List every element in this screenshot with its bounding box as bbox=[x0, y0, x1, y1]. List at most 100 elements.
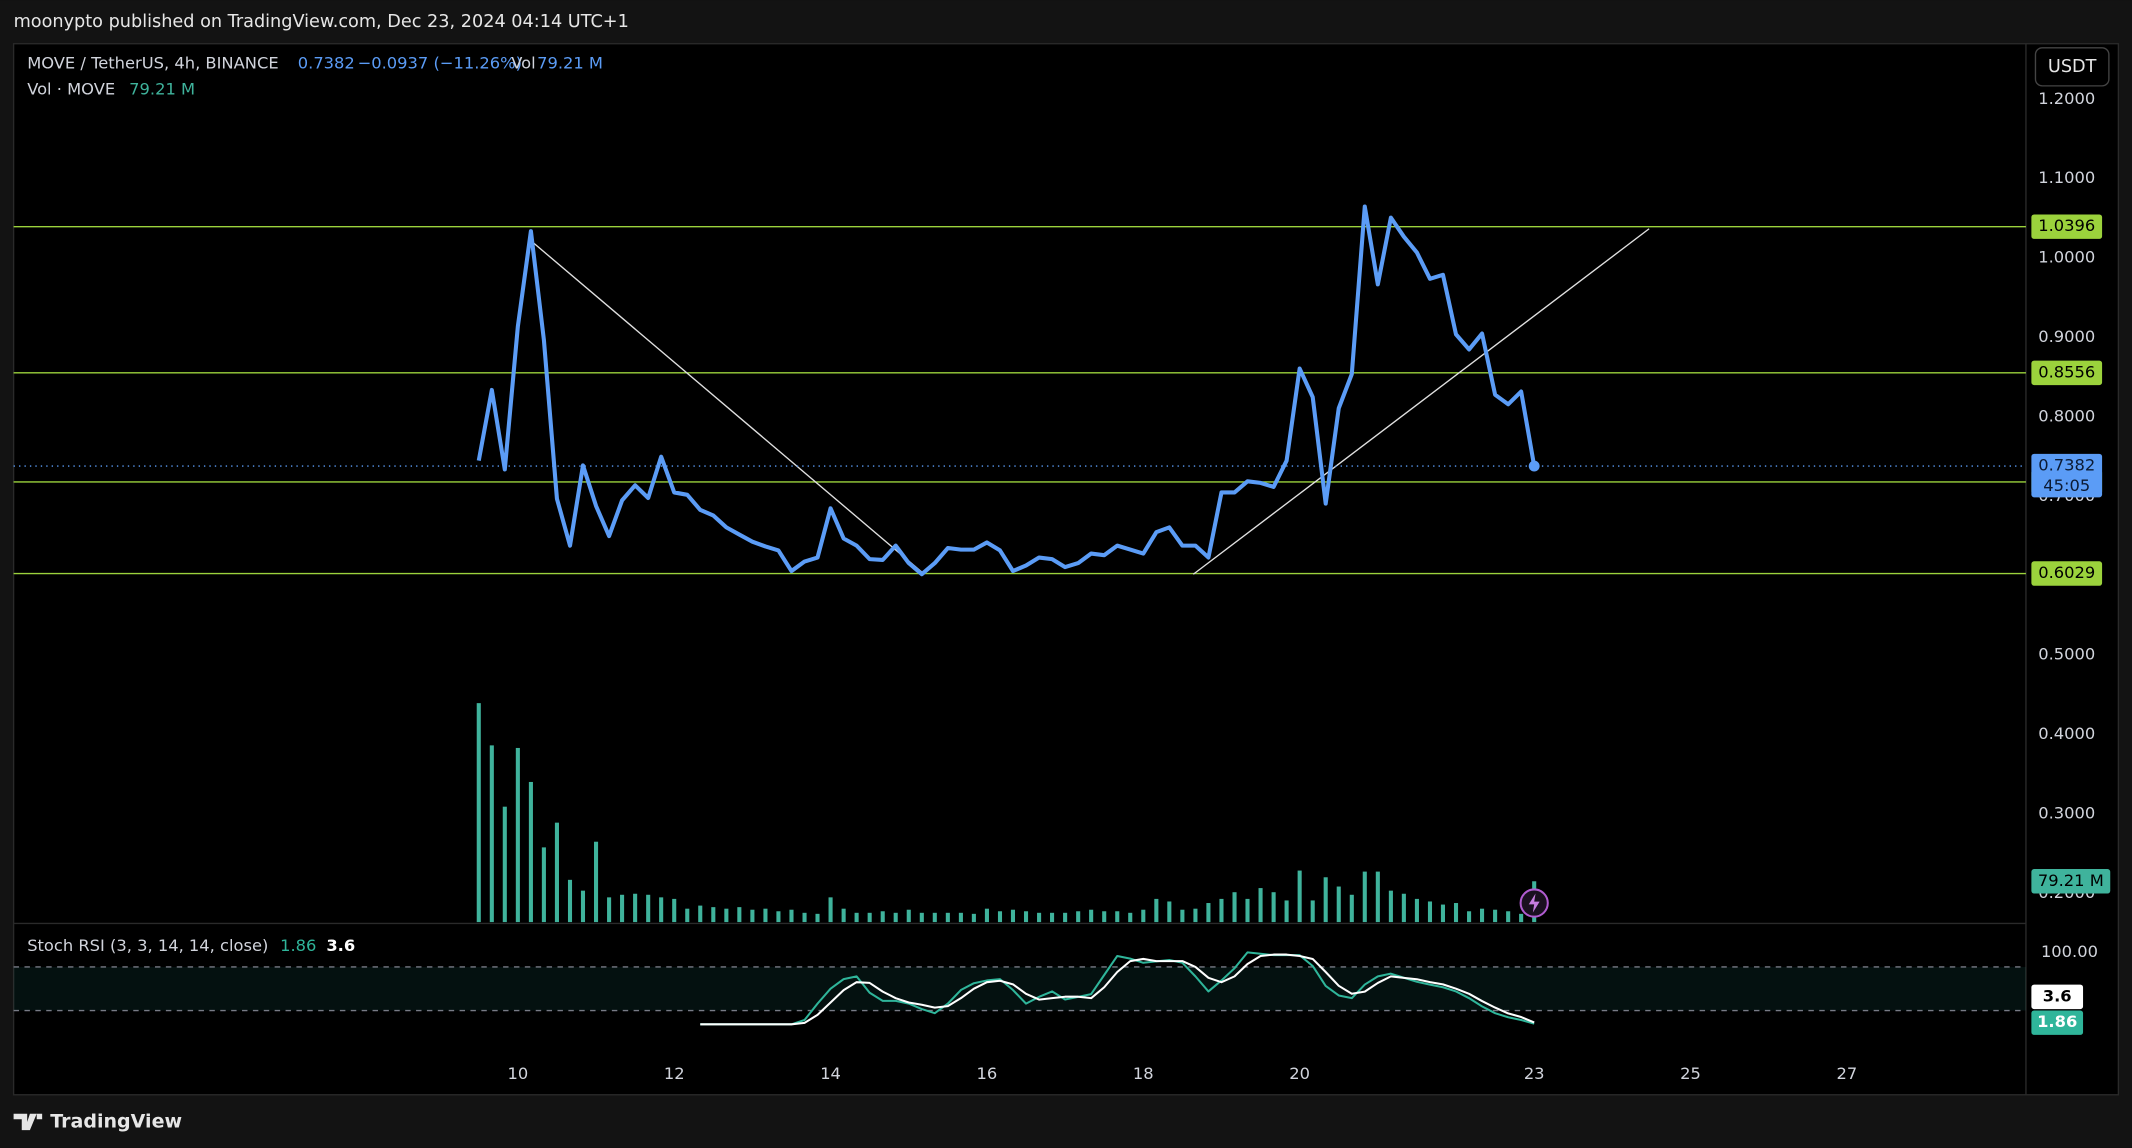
volume-bar bbox=[685, 908, 690, 923]
volume-bar bbox=[698, 905, 703, 923]
volume-bar bbox=[1219, 898, 1224, 923]
last-price-legend: 0.7382 bbox=[298, 54, 355, 73]
volume-bar bbox=[476, 703, 481, 923]
volume-bar bbox=[567, 879, 573, 923]
volume-bar bbox=[489, 745, 494, 923]
volume-bar bbox=[1453, 903, 1459, 923]
publish-header: moonypto published on TradingView.com, D… bbox=[14, 12, 629, 32]
volume-bar bbox=[1063, 912, 1068, 923]
stoch-badge-label: 3.6 bbox=[2043, 986, 2072, 1005]
alert-icon[interactable] bbox=[1519, 888, 1549, 918]
logo-icon bbox=[13, 1113, 43, 1131]
volume-bar bbox=[607, 897, 612, 923]
volume-bar bbox=[1115, 911, 1120, 923]
level-badge bbox=[2031, 561, 2103, 586]
volume-bar bbox=[515, 747, 520, 923]
volume-bar bbox=[854, 912, 859, 923]
stoch-badge bbox=[2031, 1010, 2084, 1035]
vol-legend-header: 79.21 M bbox=[537, 54, 603, 73]
volume-bar bbox=[1506, 911, 1511, 923]
volume-bar bbox=[776, 911, 781, 923]
volume-bar bbox=[1297, 870, 1302, 923]
volume-bar bbox=[1467, 911, 1472, 923]
volume-bar bbox=[763, 908, 768, 923]
y-tick-label: 1.0000 bbox=[2038, 248, 2095, 267]
volume-bar bbox=[1102, 911, 1107, 923]
stoch-badge-label: 1.86 bbox=[2037, 1012, 2077, 1031]
volume-bar bbox=[1037, 912, 1042, 923]
volume-bar bbox=[945, 912, 950, 923]
currency-button[interactable] bbox=[2034, 47, 2110, 87]
volume-bar bbox=[841, 908, 846, 923]
volume-bar bbox=[1023, 911, 1029, 923]
volume-bar bbox=[1193, 908, 1198, 923]
volume-bar bbox=[932, 912, 937, 923]
volume-bar bbox=[828, 897, 833, 923]
volume-bar bbox=[633, 893, 638, 923]
volume-bar bbox=[1362, 871, 1367, 923]
volume-bar bbox=[1271, 892, 1276, 923]
volume-bar bbox=[528, 781, 533, 923]
data-line bbox=[476, 204, 1537, 577]
volume-bar bbox=[1076, 911, 1081, 923]
volume-bar bbox=[672, 898, 677, 923]
volume-bar bbox=[1141, 909, 1146, 923]
volume-bar bbox=[1180, 909, 1185, 923]
volume-bar bbox=[1232, 892, 1237, 923]
volume-badge-label: 79.21 M bbox=[2038, 871, 2104, 890]
volume-bar bbox=[646, 894, 651, 923]
volume-bar bbox=[737, 907, 742, 923]
volume-bar bbox=[554, 822, 559, 923]
volume-bar bbox=[1336, 886, 1341, 923]
volume-bar bbox=[1323, 877, 1328, 923]
volume-badge bbox=[2031, 869, 2111, 894]
volume-bar bbox=[1010, 909, 1016, 923]
volume-bar bbox=[502, 806, 507, 923]
currency-label[interactable]: USDT bbox=[2048, 57, 2097, 77]
volume-bar bbox=[1154, 898, 1159, 923]
volume-bar bbox=[1310, 900, 1315, 923]
x-tick-label: 10 bbox=[507, 1064, 528, 1083]
level-label: 0.6029 bbox=[2038, 563, 2095, 582]
alert-icon-bolt bbox=[1528, 893, 1540, 913]
symbol-title: MOVE / TetherUS, 4h, BINANCE bbox=[27, 54, 278, 73]
volume-bar bbox=[1167, 901, 1172, 923]
volume-bar bbox=[1519, 913, 1524, 923]
volume-bar bbox=[997, 911, 1003, 923]
tradingview-logo bbox=[13, 1113, 43, 1131]
volume-bar bbox=[1089, 909, 1094, 923]
stoch-tick-label: 100.00 bbox=[2041, 942, 2098, 961]
y-tick-label: 0.9000 bbox=[2038, 327, 2095, 346]
volume-legend-value: 79.21 M bbox=[129, 79, 195, 98]
x-tick-label: 14 bbox=[820, 1064, 841, 1083]
stoch-k-legend: 1.86 bbox=[280, 936, 316, 955]
x-tick-label: 23 bbox=[1524, 1064, 1545, 1083]
x-tick-label: 20 bbox=[1289, 1064, 1310, 1083]
volume-bar bbox=[802, 912, 807, 923]
level-badge bbox=[2031, 360, 2103, 386]
vol-prefix: Vol bbox=[511, 54, 535, 73]
volume-bar bbox=[1440, 904, 1445, 923]
level-label: 1.0396 bbox=[2038, 216, 2095, 235]
volume-bar bbox=[958, 912, 963, 923]
trend-line bbox=[532, 241, 925, 575]
volume-bar bbox=[1349, 894, 1354, 923]
y-tick-label: 1.1000 bbox=[2038, 168, 2095, 187]
footer-brand: TradingView bbox=[50, 1110, 182, 1132]
volume-bar bbox=[1375, 871, 1380, 923]
stoch-title: Stoch RSI (3, 3, 14, 14, close) bbox=[27, 936, 268, 955]
y-tick-label: 1.2000 bbox=[2038, 89, 2095, 108]
volume-bar bbox=[724, 908, 729, 923]
x-tick-label: 18 bbox=[1133, 1064, 1154, 1083]
x-tick-label: 25 bbox=[1680, 1064, 1701, 1083]
y-tick-label: 0.8000 bbox=[2038, 406, 2095, 425]
bar-countdown: 45:05 bbox=[2043, 476, 2090, 495]
volume-bar bbox=[1493, 909, 1498, 923]
volume-bar bbox=[580, 890, 586, 923]
volume-bar bbox=[906, 909, 911, 923]
last-price-label: 0.7382 bbox=[2038, 456, 2095, 475]
price-change: −0.0937 (−11.26%) bbox=[358, 54, 522, 73]
last-price-dot bbox=[1528, 460, 1540, 472]
stoch-badge bbox=[2031, 984, 2084, 1010]
